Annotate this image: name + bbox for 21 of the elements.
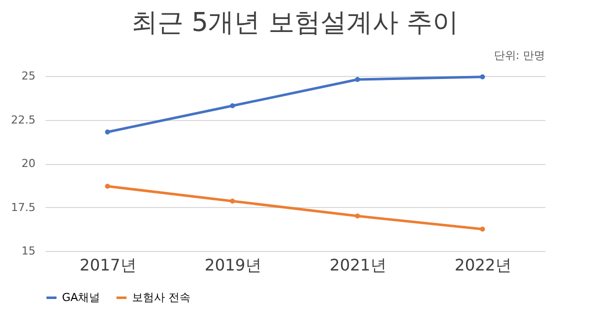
- point: [480, 74, 485, 80]
- x-tick-label: 2021년: [330, 256, 386, 274]
- point: [230, 103, 235, 108]
- legend-label: 보험사 전속: [132, 290, 190, 304]
- point: [105, 130, 110, 134]
- y-tick-label: 15: [22, 244, 36, 258]
- point: [105, 184, 110, 189]
- y-tick-label: 25: [22, 70, 36, 82]
- chart-title: 최근 5개년 보험설계사 추이: [131, 8, 459, 38]
- point: [480, 226, 485, 232]
- legend-label: GA채널: [62, 290, 100, 304]
- point: [355, 77, 360, 82]
- point: [355, 214, 360, 218]
- y-tick-label: 17.5: [11, 200, 36, 214]
- x-tick-label: 2022년: [454, 256, 512, 274]
- point: [230, 198, 235, 204]
- x-tick-label: 2019년: [204, 256, 262, 274]
- text: 단위: 만명: [494, 49, 545, 62]
- y-tick-label: 22.5: [11, 113, 36, 126]
- y-tick-label: 20: [22, 157, 36, 170]
- x-tick-label: 2017년: [80, 256, 136, 274]
